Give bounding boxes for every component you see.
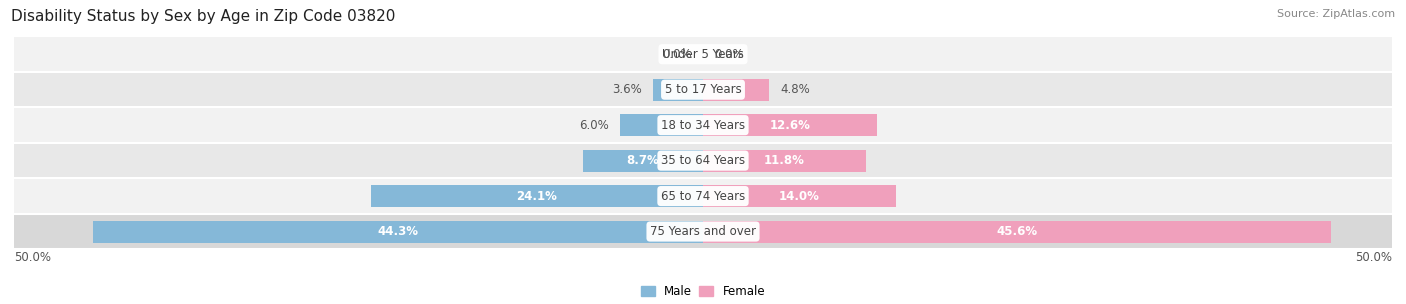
Text: 11.8%: 11.8% [763,154,804,167]
Bar [654,79,703,101]
Text: 50.0%: 50.0% [1355,251,1392,264]
Text: 5 to 17 Years: 5 to 17 Years [665,83,741,96]
Text: Under 5 Years: Under 5 Years [662,48,744,61]
Text: 0.0%: 0.0% [714,48,744,61]
Text: 4.8%: 4.8% [780,83,810,96]
Text: 24.1%: 24.1% [516,190,557,202]
Bar [14,36,1392,72]
Bar [583,150,703,171]
Text: 0.0%: 0.0% [662,48,692,61]
Bar [14,178,1392,214]
Bar [14,143,1392,178]
Text: 6.0%: 6.0% [579,119,609,132]
Legend: Male, Female: Male, Female [636,281,770,303]
Text: 50.0%: 50.0% [14,251,51,264]
Text: 65 to 74 Years: 65 to 74 Years [661,190,745,202]
Text: Source: ZipAtlas.com: Source: ZipAtlas.com [1277,9,1395,19]
Bar [703,185,896,207]
Text: Disability Status by Sex by Age in Zip Code 03820: Disability Status by Sex by Age in Zip C… [11,9,395,24]
Text: 44.3%: 44.3% [377,225,419,238]
Bar [703,150,866,171]
Text: 75 Years and over: 75 Years and over [650,225,756,238]
Bar [703,114,876,136]
Text: 35 to 64 Years: 35 to 64 Years [661,154,745,167]
Text: 45.6%: 45.6% [997,225,1038,238]
Bar [14,214,1392,249]
Bar [93,221,703,243]
Text: 8.7%: 8.7% [627,154,659,167]
Bar [371,185,703,207]
Bar [14,107,1392,143]
Text: 14.0%: 14.0% [779,190,820,202]
Text: 3.6%: 3.6% [613,83,643,96]
Text: 18 to 34 Years: 18 to 34 Years [661,119,745,132]
Text: 12.6%: 12.6% [769,119,810,132]
Bar [703,221,1331,243]
Bar [703,79,769,101]
Bar [620,114,703,136]
Bar [14,72,1392,107]
